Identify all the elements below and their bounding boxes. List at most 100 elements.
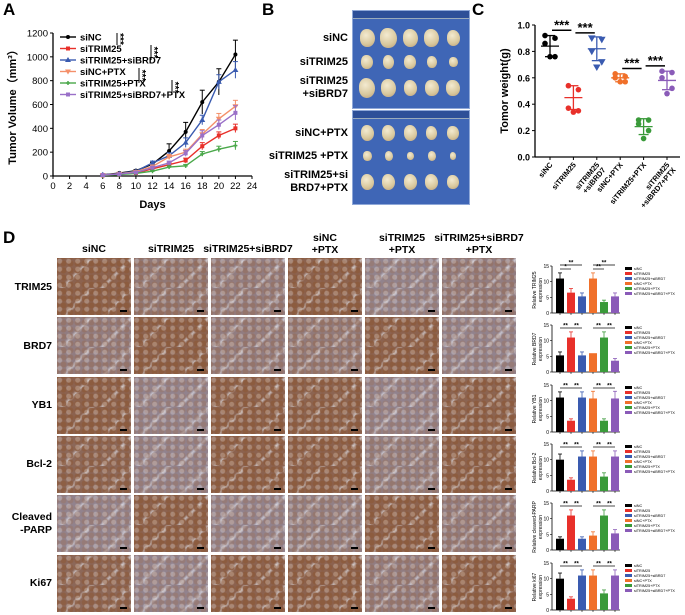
bar-siTRIM25+siBRD7+PTX [611,575,619,610]
ihc-image [57,376,131,434]
y-tick-label: 0 [546,608,549,614]
significance-label: ** [574,383,579,389]
legend-swatch [625,385,632,389]
scale-bar [274,428,281,431]
ihc-image [211,317,285,375]
column-header: siTRIM25 [147,243,195,255]
x-tick-label: 14 [164,181,175,192]
ihc-image [365,435,439,493]
data-point [547,53,553,60]
data-point [149,159,156,165]
y-axis-title: Relative TRIM25expression [532,271,544,308]
ihc-image [288,317,362,375]
data-point [183,129,188,134]
legend-label: siTRIM25+siBRD7 [80,56,161,67]
legend-swatch [625,282,632,285]
y-tick-label: 600 [32,100,48,111]
legend-swatch [625,341,632,345]
data-point [593,64,601,72]
x-tick-label: 0 [50,181,55,192]
scale-bar [197,310,204,312]
y-tick-label: 0 [546,311,549,317]
tumor-row-label: siTRIM25+si BRD7+PTX [284,169,348,194]
x-tick-label: 4 [84,181,89,192]
data-point [167,148,172,153]
scale-bar [505,547,512,550]
tumor-row-label: siTRIM25 [299,55,348,68]
row-label: BRD7 [23,339,52,352]
data-point [200,144,205,149]
legend-swatch [625,509,632,513]
data-point [167,165,172,170]
legend-swatch [625,267,632,270]
tumor [381,79,396,97]
legend-swatch [625,578,632,582]
legend-label: siTRIM25 [634,509,650,513]
legend-swatch [625,405,632,409]
bar-siTRIM25 [567,337,575,373]
ihc-image [365,258,439,315]
legend-label: siNC [634,445,642,449]
ihc-image [365,317,439,375]
legend-label: siTRIM25+siBRD7+PTX [634,470,675,474]
y-tick-label: 15 [543,383,549,389]
tumor [382,125,395,141]
tumor [427,151,436,161]
bar-siNC+PTX [589,575,597,610]
scale-bar [120,310,127,312]
significance-label: *** [624,56,640,71]
significance-label: ** [574,561,579,567]
y-tick-label: 15 [543,442,549,448]
significance-label: ** [569,261,574,267]
x-tick-label: 2 [67,181,72,192]
significance-label: *** [148,47,159,59]
legend-label: siTRIM25+PTX [80,79,146,90]
ihc-image [134,317,208,375]
ihc-image [211,495,285,553]
bar-siTRIM25+siBRD7 [578,397,586,432]
panel-label-c: C [472,0,485,19]
bar-siTRIM25 [567,515,575,551]
y-tick-label: 1.0 [517,21,530,31]
legend-swatch [625,524,632,528]
ihc-image [442,258,516,315]
x-tick-label: 22 [230,181,241,192]
legend-swatch [625,346,632,350]
significance-label: ** [563,561,568,567]
data-point [640,135,647,142]
column-header: siTRIM25 +PTX [378,232,426,256]
bar-siTRIM25+siBRD7 [578,355,586,373]
tumor [359,78,375,98]
significance-label: ** [574,324,579,330]
legend-label: siTRIM25+siBRD7+PTX [634,529,675,533]
scale-bar [120,369,127,372]
ihc-image [57,317,131,375]
x-tick-label: 12 [147,181,158,192]
tumor [406,151,414,161]
legend-marker [65,57,71,62]
tumor [425,174,438,190]
significance-label: *** [136,70,147,82]
y-axis-title-line: Relative ki67 [532,572,538,601]
scale-bar [274,310,281,312]
legend-label: siNC+PTX [634,401,652,405]
y-tick-label: 0.0 [517,153,530,163]
legend-swatch [625,449,632,453]
legend-swatch [625,326,632,330]
tumor [448,56,458,68]
data-point [645,127,652,134]
legend-swatch [625,454,632,458]
bar-siNC [556,459,564,491]
ihc-image [211,258,285,315]
scale-bar [351,606,358,609]
y-tick-label: 0.2 [517,126,530,136]
significance-label: ** [563,442,568,448]
data-point [622,78,628,85]
y-tick-label: 5 [546,355,549,361]
ihc-image [442,554,516,612]
data-point [552,35,558,41]
legend-label: siNC+PTX [634,460,652,464]
legend-label: siTRIM25+siBRD7+PTX [634,351,675,355]
ihc-image [442,495,516,553]
